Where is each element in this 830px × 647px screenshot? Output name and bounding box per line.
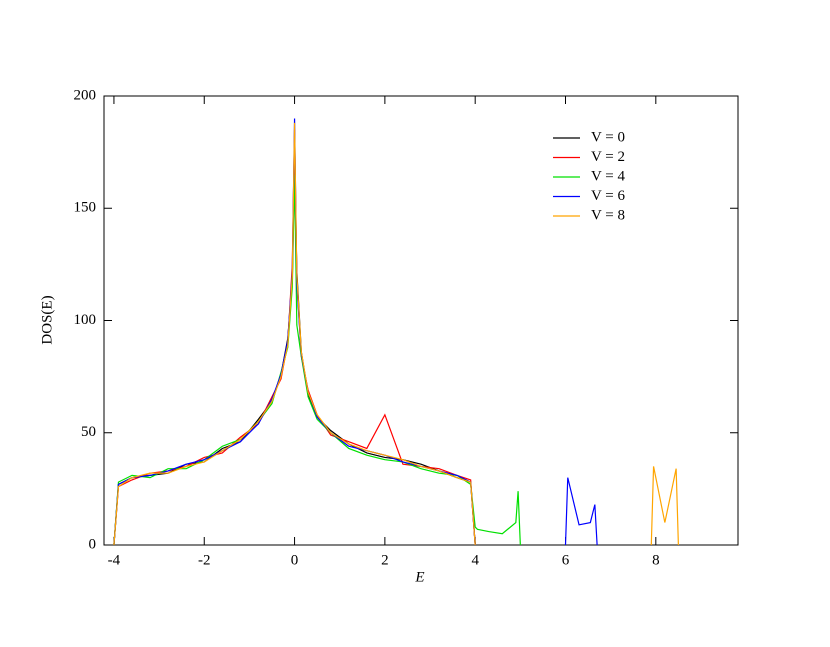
x-axis-label: E [414, 569, 424, 585]
x-tick-label: -4 [108, 552, 121, 568]
legend-label: V = 2 [591, 149, 625, 165]
legend-label: V = 6 [591, 188, 626, 204]
series-line [564, 477, 598, 546]
series-line [650, 466, 679, 546]
legend-label: V = 0 [591, 129, 625, 145]
series-line [113, 118, 476, 546]
legend-label: V = 8 [591, 207, 625, 223]
x-tick-label: 6 [562, 552, 570, 568]
series-line [113, 174, 521, 546]
y-tick-label: 0 [89, 536, 97, 552]
x-tick-label: 4 [471, 552, 479, 568]
y-tick-label: 100 [74, 312, 97, 328]
x-tick-label: 0 [291, 552, 299, 568]
x-tick-label: 8 [652, 552, 660, 568]
series-line [113, 122, 476, 546]
y-tick-label: 50 [81, 424, 96, 440]
x-tick-label: -2 [198, 552, 211, 568]
series-line [113, 158, 476, 546]
x-tick-label: 2 [381, 552, 389, 568]
y-tick-label: 200 [74, 87, 97, 103]
plot-frame [103, 95, 739, 546]
legend-label: V = 4 [591, 168, 626, 184]
y-tick-label: 150 [74, 200, 97, 216]
y-axis-label: DOS(E) [39, 295, 55, 344]
